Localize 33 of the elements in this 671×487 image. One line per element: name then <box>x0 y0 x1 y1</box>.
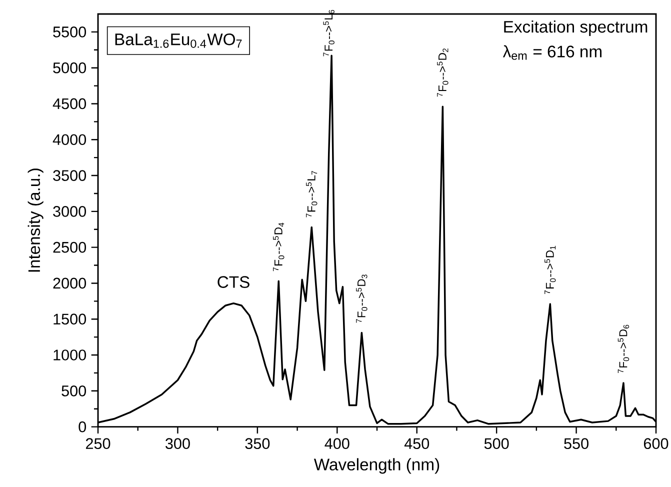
x-axis-title: Wavelength (nm) <box>314 458 440 474</box>
y-tick-label: 2500 <box>53 242 86 253</box>
x-tick-label: 300 <box>166 438 190 450</box>
annotation: λ$_{em}$ = 616 nm <box>502 45 602 60</box>
y-tick-label: 5500 <box>53 26 86 38</box>
annotation: $^{7}$F$_{0}$-->$^{5}$L$_{6}$ <box>323 10 334 56</box>
annotation: $^{7}$F$_{0}$-->$^{5}$D$_{2}$ <box>437 48 448 97</box>
x-tick-label: 350 <box>245 438 270 450</box>
x-tick-label: 450 <box>404 438 430 450</box>
annotation: $^{7}$F$_{0}$-->$^{5}$L$_{7}$ <box>306 170 318 218</box>
x-tick-label: 550 <box>564 438 588 450</box>
annotation: $^{7}$F$_{0}$-->$^{5}$D$_{6}$ <box>618 324 630 374</box>
y-tick-label: 1000 <box>54 350 86 360</box>
y-tick-label: 0 <box>78 421 86 432</box>
annotation: $^{7}$F$_{0}$-->$^{5}$D$_{3}$ <box>356 274 368 323</box>
y-tick-label: 5000 <box>53 62 86 74</box>
y-tick-label: 2000 <box>53 278 86 289</box>
x-tick-label: 600 <box>644 438 668 450</box>
annotation: BaLa$_{1.6}$Eu$_{0.4}$WO$_{7}$ <box>115 33 242 48</box>
y-tick-label: 1500 <box>54 314 86 325</box>
y-tick-label: 3500 <box>53 170 86 181</box>
annotation: $^{7}$F$_{0}$-->$^{5}$D$_{1}$ <box>544 246 556 294</box>
y-tick-label: 4000 <box>52 134 86 146</box>
y-tick-label: 4500 <box>52 98 86 110</box>
y-tick-label: 500 <box>62 385 86 396</box>
annotation: $^{7}$F$_{0}$-->$^{5}$D$_{4}$ <box>273 222 284 272</box>
y-axis-title: Intensity (a.u.) <box>28 168 44 272</box>
annotation: Excitation spectrum <box>504 20 648 36</box>
y-tick-label: 3000 <box>53 206 86 217</box>
x-tick-label: 400 <box>324 438 350 450</box>
annotation: CTS <box>218 276 250 288</box>
x-tick-label: 250 <box>86 438 110 450</box>
x-tick-label: 500 <box>484 438 509 450</box>
